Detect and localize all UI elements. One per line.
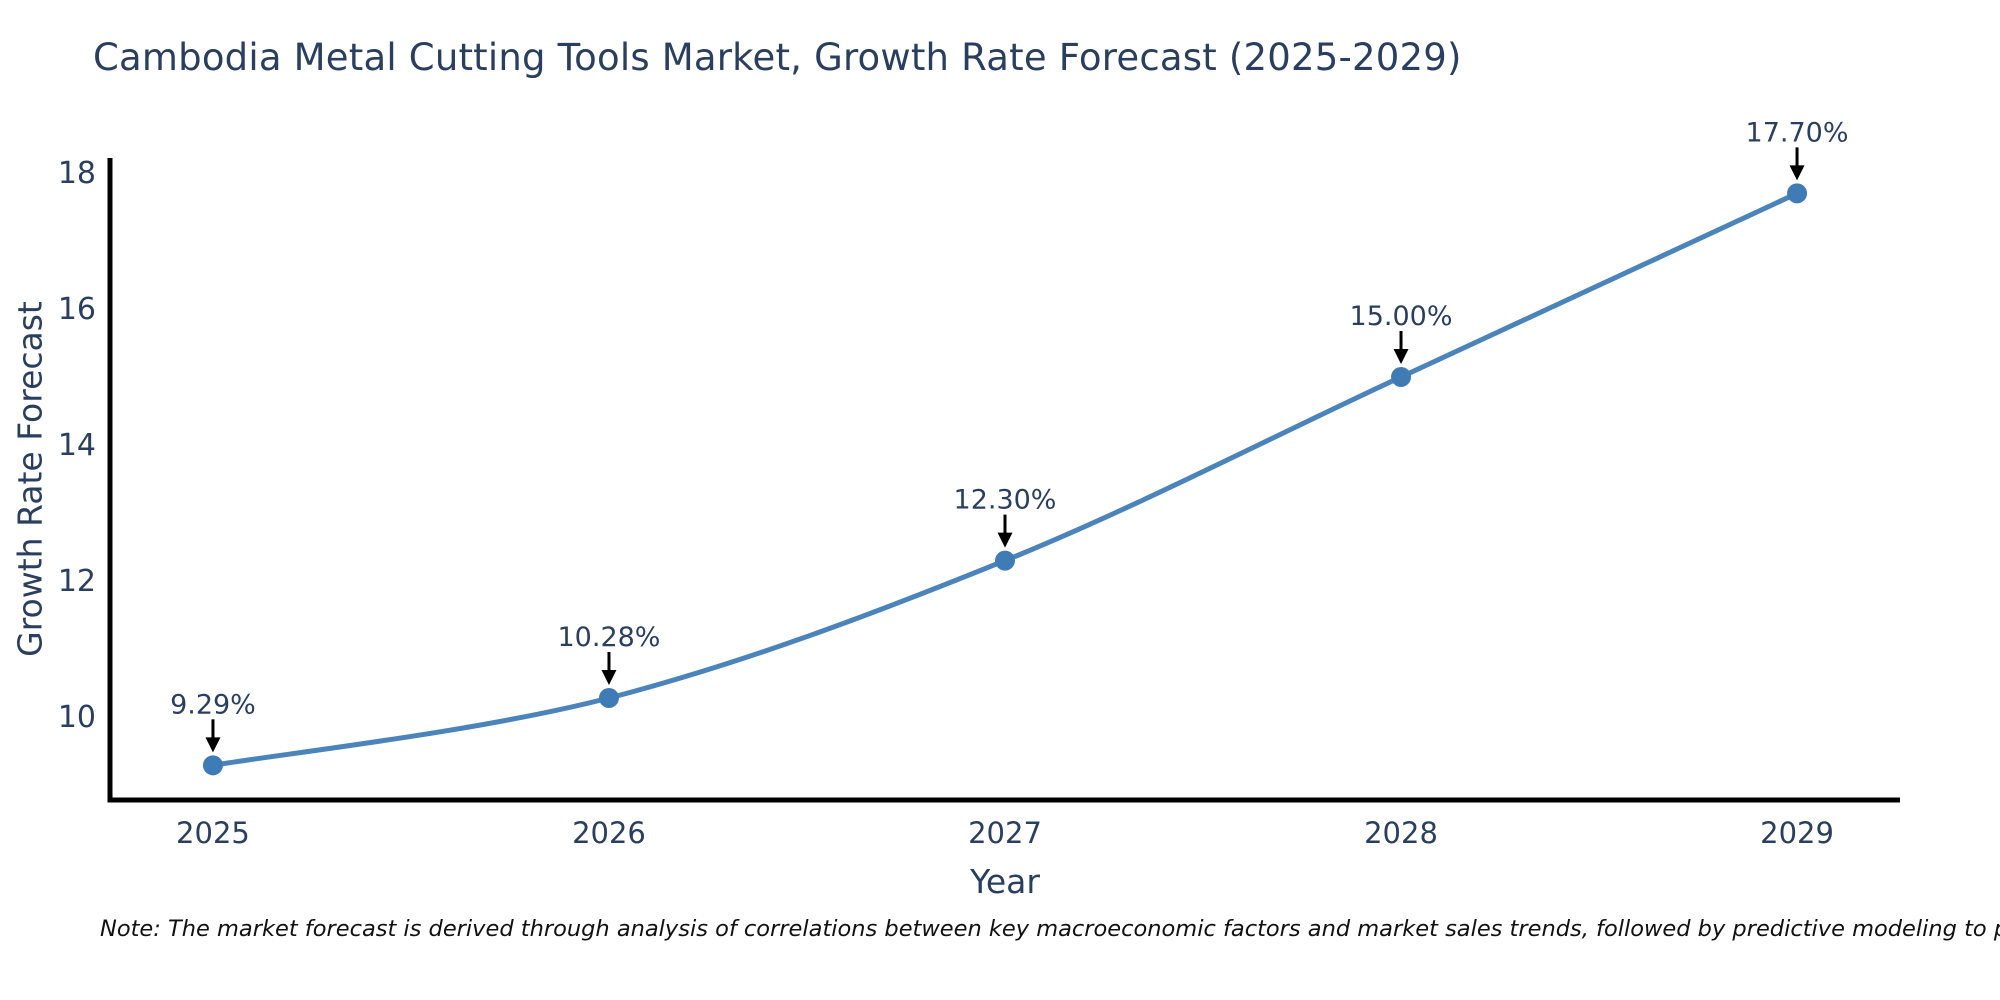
chart-title: Cambodia Metal Cutting Tools Market, Gro… xyxy=(93,36,1462,79)
data-point-marker xyxy=(202,755,223,776)
data-point-label: 12.30% xyxy=(954,485,1057,516)
annotation-arrowhead xyxy=(205,737,221,753)
y-tick-label: 18 xyxy=(58,156,96,191)
x-tick-label: 2026 xyxy=(572,816,646,850)
y-tick-label: 10 xyxy=(58,700,96,735)
x-tick-label: 2027 xyxy=(968,816,1042,850)
data-point-label: 9.29% xyxy=(170,689,256,720)
x-tick-label: 2029 xyxy=(1760,816,1834,850)
x-tick-label: 2028 xyxy=(1364,816,1438,850)
x-tick-label: 2025 xyxy=(176,816,250,850)
forecast-line xyxy=(210,190,1800,768)
y-tick-label: 14 xyxy=(58,428,96,463)
y-tick-label: 12 xyxy=(58,564,96,599)
data-point-marker xyxy=(598,687,619,708)
annotation-arrowhead xyxy=(1393,348,1409,364)
data-point-label: 15.00% xyxy=(1350,301,1453,332)
data-point-marker xyxy=(995,550,1015,571)
footnote: Note: The market forecast is derived thr… xyxy=(100,916,2000,942)
data-point-label: 10.28% xyxy=(558,622,661,653)
annotation-arrowhead xyxy=(997,532,1013,548)
data-point-marker xyxy=(1391,366,1412,387)
data-point-marker xyxy=(1787,183,1808,204)
x-axis-title: Year xyxy=(970,862,1040,901)
data-point-label: 17.70% xyxy=(1746,117,1849,148)
y-tick-label: 16 xyxy=(58,292,96,327)
annotation-arrowhead xyxy=(1789,165,1805,181)
annotation-arrowhead xyxy=(601,669,617,685)
